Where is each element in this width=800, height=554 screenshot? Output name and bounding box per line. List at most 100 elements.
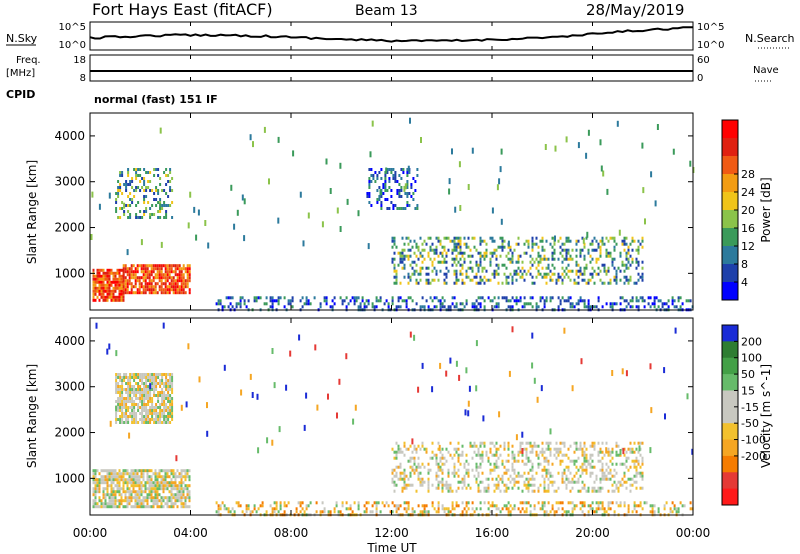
range-cell xyxy=(106,271,109,275)
range-cell xyxy=(420,137,422,143)
range-cell xyxy=(174,499,177,503)
range-cell xyxy=(635,468,638,472)
range-cell xyxy=(115,376,118,379)
range-cell xyxy=(455,471,458,475)
range-cell xyxy=(361,296,364,300)
range-cell xyxy=(96,295,99,299)
range-cell xyxy=(137,397,140,400)
range-cell xyxy=(365,501,368,505)
range-cell xyxy=(527,239,530,243)
range-cell xyxy=(178,499,181,503)
range-cell xyxy=(131,198,134,201)
range-cell xyxy=(633,462,636,466)
range-cell xyxy=(613,302,616,306)
range-cell xyxy=(479,465,482,469)
range-cell xyxy=(92,472,95,476)
range-cell xyxy=(435,296,438,300)
range-cell xyxy=(186,505,189,509)
range-cell xyxy=(629,489,632,493)
range-cell xyxy=(467,245,470,249)
range-cell xyxy=(639,242,642,246)
range-cell xyxy=(515,278,518,282)
range-cell xyxy=(409,471,412,475)
range-cell xyxy=(631,510,634,514)
range-cell xyxy=(160,475,163,479)
range-cell xyxy=(123,412,126,415)
range-cell xyxy=(427,254,430,258)
range-cell xyxy=(129,198,132,201)
range-cell xyxy=(247,299,250,303)
range-cell xyxy=(467,254,470,258)
range-cell xyxy=(162,276,165,280)
range-cell xyxy=(253,507,256,511)
range-cell xyxy=(559,299,562,303)
range-cell xyxy=(629,483,632,487)
range-cell xyxy=(393,450,396,454)
range-cell xyxy=(132,475,135,479)
range-cell xyxy=(116,472,119,476)
range-cell xyxy=(441,477,444,481)
range-cell xyxy=(172,496,175,500)
range-cell xyxy=(163,171,166,174)
range-cell xyxy=(215,302,218,306)
range-cell xyxy=(180,273,183,277)
range-cell xyxy=(407,257,410,261)
range-cell xyxy=(151,409,154,412)
range-cell xyxy=(417,444,420,448)
range-cell xyxy=(156,475,159,479)
range-cell xyxy=(127,421,130,424)
range-cell xyxy=(406,186,409,189)
range-cell xyxy=(489,257,492,261)
range-cell xyxy=(627,468,630,472)
range-cell xyxy=(687,299,690,303)
range-cell xyxy=(601,242,604,246)
range-cell xyxy=(150,288,153,292)
range-cell xyxy=(519,254,522,258)
range-cell xyxy=(153,168,156,171)
range-cell xyxy=(559,459,562,463)
range-cell xyxy=(155,379,158,382)
range-cell xyxy=(353,299,356,303)
range-cell xyxy=(98,481,101,485)
range-cell xyxy=(396,192,399,195)
range-cell xyxy=(447,450,450,454)
range-cell xyxy=(163,189,166,192)
range-cell xyxy=(116,295,119,299)
range-cell xyxy=(149,400,152,403)
range-cell xyxy=(134,285,137,289)
range-cell xyxy=(464,409,467,416)
range-cell xyxy=(142,475,145,479)
range-cell xyxy=(108,292,111,296)
range-cell xyxy=(593,269,596,273)
range-cell xyxy=(441,462,444,466)
range-cell xyxy=(108,499,111,503)
range-cell xyxy=(277,136,280,143)
range-cell xyxy=(171,388,174,391)
range-cell xyxy=(421,444,424,448)
range-cell xyxy=(128,481,131,485)
range-cell xyxy=(629,254,632,258)
range-cell xyxy=(617,444,620,448)
range-cell xyxy=(384,189,387,192)
range-cell xyxy=(581,510,584,514)
range-cell xyxy=(371,504,374,508)
range-cell xyxy=(154,276,157,280)
range-cell xyxy=(155,168,158,171)
range-cell xyxy=(507,477,510,481)
range-cell xyxy=(581,462,584,466)
range-cell xyxy=(104,295,107,299)
range-cell xyxy=(493,248,496,252)
range-cell xyxy=(625,266,628,270)
range-cell xyxy=(159,373,162,376)
range-cell xyxy=(408,204,411,207)
range-cell xyxy=(593,465,596,469)
range-cell xyxy=(463,507,466,511)
range-cell xyxy=(609,501,612,505)
range-cell xyxy=(479,501,482,505)
range-cell xyxy=(553,257,556,261)
range-cell xyxy=(569,459,572,463)
range-cell xyxy=(585,465,588,469)
range-cell xyxy=(406,174,409,177)
range-cell xyxy=(114,499,117,503)
colorbar-tick-label: 8 xyxy=(741,258,748,271)
